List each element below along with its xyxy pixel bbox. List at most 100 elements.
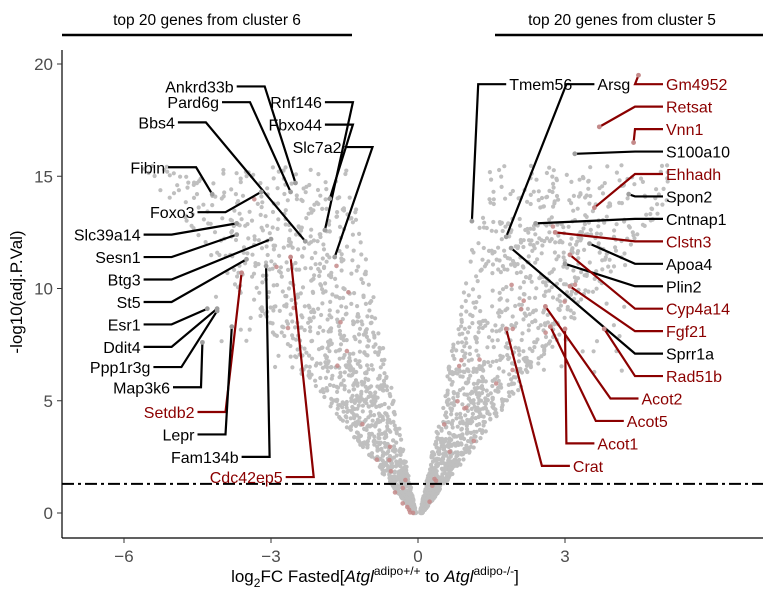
gene-point-vnn1 xyxy=(631,140,636,145)
data-point xyxy=(526,254,531,259)
data-point xyxy=(275,201,281,206)
data-point xyxy=(281,325,286,330)
data-point xyxy=(464,380,469,385)
highlight-point xyxy=(344,348,350,354)
data-point xyxy=(364,370,369,375)
data-point xyxy=(480,374,485,379)
data-point xyxy=(392,409,397,415)
data-point xyxy=(529,279,534,284)
data-point xyxy=(258,181,263,186)
data-point xyxy=(600,191,606,196)
data-point xyxy=(365,445,370,450)
data-point xyxy=(588,165,593,170)
data-point xyxy=(191,195,197,200)
data-point xyxy=(475,385,480,390)
data-point xyxy=(521,244,526,250)
bracket-right: top 20 genes from cluster 5 xyxy=(495,12,763,37)
data-point xyxy=(452,434,457,439)
data-point xyxy=(299,197,304,202)
data-point xyxy=(368,391,373,396)
data-point xyxy=(441,457,446,462)
data-point xyxy=(335,389,340,394)
gene-label-clstn3: Clstn3 xyxy=(666,234,711,251)
data-point xyxy=(279,274,284,279)
data-point xyxy=(468,259,473,264)
data-point xyxy=(367,385,372,390)
data-point xyxy=(521,280,527,285)
data-point xyxy=(619,163,624,168)
data-point xyxy=(372,442,377,447)
leader-line-slc7a2 xyxy=(333,145,375,258)
data-point xyxy=(316,266,321,272)
data-point xyxy=(372,413,377,418)
gene-point-fbxo44 xyxy=(327,196,333,202)
data-point xyxy=(503,308,508,313)
data-point xyxy=(382,440,387,446)
data-point xyxy=(378,365,383,370)
data-point xyxy=(222,190,227,195)
gene-label-bbs4: Bbs4 xyxy=(138,115,175,132)
data-point xyxy=(342,287,347,292)
data-point xyxy=(335,317,340,322)
data-point xyxy=(571,268,576,273)
data-point xyxy=(302,304,307,309)
data-point xyxy=(509,262,514,267)
data-point xyxy=(500,399,505,404)
data-point xyxy=(491,219,496,225)
gene-point-bbs4 xyxy=(302,238,308,244)
leader-line-cntnap1 xyxy=(535,217,663,225)
data-point xyxy=(307,182,312,188)
data-point xyxy=(528,201,533,207)
data-point xyxy=(531,189,536,194)
leader-line-cyp4a14 xyxy=(569,253,663,310)
data-point xyxy=(483,379,488,384)
data-point xyxy=(543,343,549,348)
data-point xyxy=(538,205,543,210)
data-point xyxy=(320,345,325,350)
data-point xyxy=(377,386,382,391)
data-point xyxy=(259,246,265,251)
data-point xyxy=(382,472,387,477)
data-point xyxy=(464,340,469,346)
data-point xyxy=(496,366,502,371)
data-point xyxy=(623,263,628,268)
data-point xyxy=(257,290,262,295)
gene-point-apoa4 xyxy=(587,241,592,247)
data-point xyxy=(474,274,479,279)
data-point xyxy=(238,327,243,332)
data-point xyxy=(366,377,371,382)
data-point xyxy=(367,300,372,305)
data-point xyxy=(464,309,469,314)
data-point xyxy=(316,306,321,311)
data-point xyxy=(185,185,190,190)
data-point xyxy=(622,251,627,256)
data-point xyxy=(541,204,547,209)
data-point xyxy=(366,338,371,343)
data-point xyxy=(518,285,523,290)
data-point xyxy=(488,200,493,205)
highlight-point xyxy=(427,499,432,505)
data-point xyxy=(477,225,482,230)
data-point xyxy=(544,195,549,200)
gene-label-cyp4a14: Cyp4a14 xyxy=(666,302,730,319)
data-point xyxy=(476,353,481,358)
data-point xyxy=(359,379,364,384)
data-point xyxy=(313,378,318,383)
data-point xyxy=(551,181,556,186)
data-point xyxy=(526,238,532,243)
data-point xyxy=(474,423,480,428)
data-point xyxy=(600,258,605,263)
data-point xyxy=(285,198,290,203)
data-point xyxy=(452,370,457,376)
data-point xyxy=(451,395,456,401)
data-point xyxy=(276,217,281,222)
data-point xyxy=(363,301,368,306)
data-point xyxy=(527,312,532,317)
data-point xyxy=(592,276,597,281)
highlight-point xyxy=(360,421,365,427)
data-point xyxy=(579,270,584,275)
data-point xyxy=(479,398,484,403)
data-point xyxy=(510,314,515,319)
data-point xyxy=(365,314,370,319)
data-point xyxy=(445,476,450,481)
